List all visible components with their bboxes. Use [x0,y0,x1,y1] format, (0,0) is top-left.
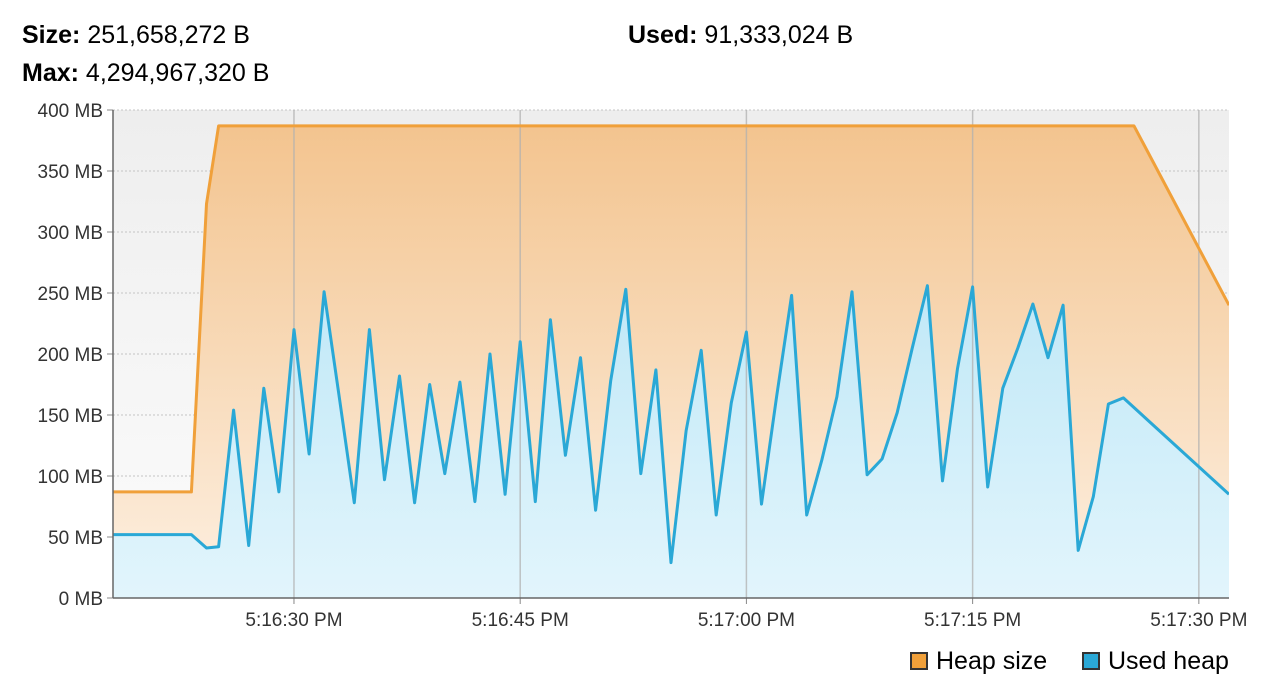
legend-used-label: Used heap [1108,647,1229,675]
y-tick-label: 350 MB [38,162,103,183]
legend-heap-size: Heap size [910,646,1047,676]
y-tick-label: 300 MB [38,223,103,244]
axes [107,109,1229,604]
y-tick-label: 200 MB [38,345,103,366]
x-tick-label: 5:16:30 PM [245,610,342,631]
used-label: Used: [628,21,698,49]
x-tick-label: 5:17:00 PM [698,610,795,631]
used-value: 91,333,024 B [704,21,854,49]
legend-used-heap: Used heap [1082,646,1229,676]
size-stat: Size: 251,658,272 B [22,20,250,50]
x-axis-labels: 5:16:30 PM 5:16:45 PM 5:17:00 PM 5:17:15 PM… [245,610,1247,631]
y-tick-label: 0 MB [59,589,103,610]
y-tick-label: 150 MB [38,406,103,427]
size-label: Size: [22,21,81,49]
legend-heap-label: Heap size [936,647,1048,675]
y-axis-labels: 0 MB 50 MB 100 MB 150 MB 200 MB 250 MB 300 MB 3… [38,101,103,610]
y-tick-label: 250 MB [38,284,103,305]
y-tick-label: 400 MB [38,101,103,122]
x-tick-label: 5:16:45 PM [472,610,569,631]
used-stat: Used: 91,333,024 B [628,20,853,50]
y-tick-label: 50 MB [48,528,103,549]
x-tick-label: 5:17:15 PM [924,610,1021,631]
max-value: 4,294,967,320 B [85,59,270,87]
used-heap-line [113,284,1229,565]
used-heap-swatch [1082,652,1100,670]
heap-chart: 0 MB 50 MB 100 MB 150 MB 200 MB 250 MB 300 MB 3… [38,101,1248,631]
x-tick-label: 5:17:30 PM [1150,610,1247,631]
used-heap-area [113,285,1229,598]
size-value: 251,658,272 B [87,21,250,49]
max-label: Max: [22,59,79,87]
heap-size-line [113,124,1229,494]
y-tick-label: 100 MB [38,467,103,488]
max-stat: Max: 4,294,967,320 B [22,58,269,88]
heap-size-swatch [910,652,928,670]
